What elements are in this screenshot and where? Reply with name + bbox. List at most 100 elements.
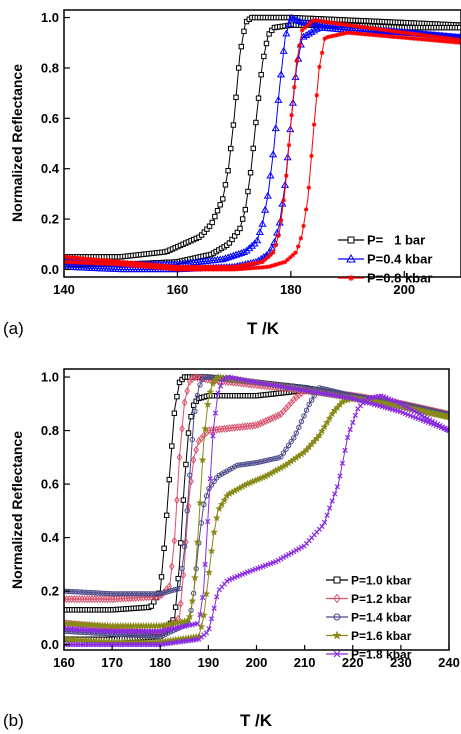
- data-point-5-heating: [401, 402, 407, 409]
- data-point-5-heating: [398, 401, 405, 407]
- data-point-3-cooling: [170, 264, 175, 269]
- data-point-3-heating: [81, 260, 87, 265]
- data-point-5-heating: [224, 578, 230, 584]
- data-point-3-heating: [153, 265, 158, 270]
- data-point-3-cooling: [225, 264, 231, 270]
- data-point-3-heating: [182, 267, 187, 272]
- data-point-2-cooling: [253, 236, 262, 244]
- data-point-3-heating: [446, 39, 452, 44]
- data-point-3-heating: [452, 39, 457, 45]
- data-point-1-heating: [242, 206, 248, 213]
- data-point-3-cooling: [69, 255, 75, 260]
- data-point-5-heating: [411, 408, 417, 414]
- data-point-3-heating: [272, 262, 277, 268]
- data-point-2-cooling: [237, 249, 246, 256]
- data-point-3-cooling: [161, 590, 167, 596]
- data-point-3-heating: [86, 260, 92, 266]
- data-point-3-cooling: [257, 260, 263, 265]
- data-point-3-cooling: [112, 259, 117, 264]
- data-point-4-heating: [325, 414, 334, 422]
- data-point-3-cooling: [405, 30, 411, 36]
- y-tick-label: 0.4: [41, 530, 60, 545]
- data-point-5-cooling: [199, 594, 206, 601]
- data-point-5-heating: [416, 411, 423, 417]
- data-point-3-cooling: [300, 27, 305, 33]
- data-point-4-cooling: [206, 388, 215, 396]
- data-point-3-cooling: [389, 28, 395, 34]
- data-point-3-heating: [282, 259, 288, 265]
- data-point-3-heating: [327, 34, 333, 39]
- x-tick-label: 190: [198, 655, 220, 670]
- data-point-3-heating: [319, 50, 325, 56]
- data-point-5-cooling: [205, 518, 211, 525]
- data-point-3-cooling: [252, 261, 257, 266]
- data-point-3-cooling: [270, 250, 276, 255]
- data-point-4-heating: [318, 427, 326, 435]
- data-point-3-cooling: [360, 24, 366, 30]
- data-point-2-heating: [270, 413, 276, 422]
- panel-label-b: (b): [3, 711, 24, 730]
- legend-marker: [333, 576, 341, 584]
- data-point-3-heating: [166, 266, 171, 271]
- data-point-3-heating: [84, 260, 89, 266]
- legend-label: P=1.6 kbar: [351, 629, 412, 643]
- data-point-3-cooling: [247, 262, 252, 267]
- data-point-4-cooling: [185, 612, 194, 620]
- x-tick-label: 140: [53, 282, 75, 297]
- data-point-5-heating: [293, 547, 299, 553]
- data-point-3-cooling: [125, 591, 131, 597]
- data-point-3-heating: [211, 267, 216, 272]
- data-point-3-heating: [378, 33, 383, 38]
- data-point-3-cooling: [141, 261, 146, 267]
- data-point-1-cooling: [209, 219, 215, 226]
- data-point-3-cooling: [77, 256, 83, 261]
- data-point-3-heating: [308, 397, 315, 403]
- series-line-1-heating: [64, 24, 461, 265]
- y-tick-label: 0.8: [41, 60, 59, 75]
- data-point-3-heating: [311, 122, 317, 127]
- data-point-3-heating: [333, 33, 338, 38]
- data-point-3-cooling: [120, 591, 126, 597]
- data-point-3-heating: [73, 260, 79, 265]
- data-point-3-cooling: [175, 264, 181, 270]
- data-point-4-heating: [205, 568, 213, 576]
- y-tick-label: 0.0: [41, 262, 59, 277]
- data-point-3-heating: [401, 35, 407, 40]
- data-point-4-cooling: [209, 379, 217, 387]
- data-point-5-heating: [283, 553, 289, 559]
- data-point-3-cooling: [191, 264, 196, 270]
- legend-marker: [348, 275, 354, 281]
- data-point-2-heating: [312, 24, 321, 32]
- data-point-3-heating: [278, 454, 284, 460]
- data-point-3-cooling: [376, 27, 382, 32]
- data-point-3-heating: [200, 267, 206, 272]
- data-point-3-heating: [322, 36, 327, 41]
- data-point-3-heating: [237, 462, 243, 468]
- legend-marker: [333, 593, 341, 604]
- data-point-1-heating: [253, 119, 259, 126]
- data-point-5-heating: [409, 407, 415, 413]
- data-point-3-heating: [102, 261, 108, 266]
- data-point-2-cooling: [184, 386, 191, 396]
- data-point-3-heating: [296, 424, 302, 431]
- data-point-2-cooling: [179, 424, 185, 433]
- data-point-3-heating: [428, 37, 433, 43]
- data-point-1-cooling: [158, 574, 165, 580]
- data-point-5-heating: [352, 412, 358, 419]
- data-point-1-heating: [178, 540, 184, 546]
- data-point-3-cooling: [286, 142, 292, 148]
- data-point-3-heating: [417, 36, 423, 42]
- data-point-2-cooling: [274, 95, 283, 103]
- data-point-3-cooling: [181, 543, 188, 550]
- data-point-3-heating: [335, 32, 341, 38]
- data-point-3-heating: [316, 385, 323, 391]
- data-point-3-cooling: [172, 264, 178, 269]
- data-point-3-cooling: [217, 264, 223, 270]
- data-point-2-heating: [278, 199, 287, 207]
- data-point-3-cooling: [440, 35, 445, 40]
- data-point-3-heating: [356, 31, 362, 36]
- data-point-3-cooling: [154, 262, 159, 268]
- data-point-3-cooling: [167, 264, 173, 269]
- data-point-4-heating: [323, 418, 331, 426]
- data-point-3-heating: [298, 418, 305, 425]
